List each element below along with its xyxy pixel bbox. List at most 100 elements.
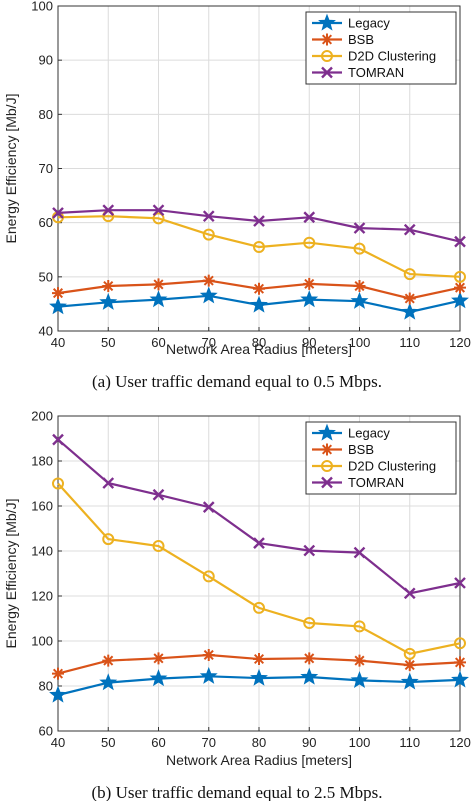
legend-marker <box>321 66 333 79</box>
data-point <box>250 295 268 313</box>
y-tick-label: 100 <box>31 0 53 14</box>
x-tick-label: 80 <box>252 735 266 750</box>
data-point <box>52 433 64 446</box>
y-tick-label: 100 <box>31 634 53 649</box>
data-point <box>403 587 416 600</box>
data-point <box>253 601 265 614</box>
series-line <box>57 215 461 278</box>
chart-2: 40 50 60 70 80 90 100 110 120 60 80 100 120 140 160 180… <box>3 409 471 801</box>
data-point <box>253 653 265 665</box>
series-bsb <box>52 274 466 305</box>
y-tick-label: 160 <box>31 499 53 514</box>
data-point <box>199 666 218 684</box>
data-point <box>149 669 168 687</box>
y-tick-label: 50 <box>39 269 53 284</box>
data-point <box>350 670 369 688</box>
data-point <box>52 477 64 490</box>
data-point <box>454 281 466 294</box>
legend-label: Legacy <box>348 16 390 31</box>
data-point <box>202 570 215 583</box>
legend-marker <box>318 13 336 31</box>
data-point <box>403 647 416 660</box>
data-point <box>403 292 416 305</box>
data-point <box>303 211 316 224</box>
legend-label: TOMRAN <box>348 475 404 490</box>
data-point <box>149 290 168 308</box>
y-tick-label: 40 <box>39 324 53 339</box>
y-tick-label: 60 <box>39 215 53 230</box>
y-tick-label: 180 <box>31 454 53 469</box>
y-tick-label: 70 <box>39 161 53 176</box>
data-point <box>202 501 215 513</box>
x-tick-label: 60 <box>151 335 165 350</box>
data-point <box>152 540 165 553</box>
x-tick-label: 70 <box>202 735 216 750</box>
data-point <box>353 654 366 667</box>
x-axis-label: Network Area Radius [meters] <box>166 341 352 357</box>
y-axis-label: Energy Efficiency [Mb/J] <box>3 94 19 244</box>
data-point <box>403 223 416 236</box>
data-point <box>300 667 319 685</box>
legend-label: TOMRAN <box>348 65 404 80</box>
data-point <box>303 236 316 249</box>
data-point <box>350 291 369 309</box>
data-point <box>451 670 469 688</box>
figure-caption: (b) User traffic demand equal to 2.5 Mbp… <box>92 783 383 801</box>
data-point <box>300 290 319 308</box>
x-tick-label: 40 <box>51 735 65 750</box>
data-point <box>253 537 265 549</box>
data-point <box>253 282 265 295</box>
legend-marker <box>321 476 333 489</box>
x-tick-label: 100 <box>349 335 371 350</box>
data-point <box>102 477 115 489</box>
x-tick-label: 50 <box>101 735 115 750</box>
y-tick-label: 140 <box>31 544 53 559</box>
x-tick-label: 100 <box>349 735 371 750</box>
data-point <box>202 648 215 661</box>
legend-marker <box>321 443 333 456</box>
x-tick-label: 110 <box>399 735 420 750</box>
x-tick-label: 70 <box>202 335 216 350</box>
x-tick-label: 40 <box>51 335 65 350</box>
y-tick-label: 60 <box>39 724 53 739</box>
data-point <box>303 652 316 665</box>
data-point <box>152 278 165 291</box>
data-point <box>454 235 466 248</box>
data-point <box>199 286 218 304</box>
y-tick-label: 80 <box>39 107 53 122</box>
data-point <box>152 204 165 217</box>
y-tick-label: 80 <box>39 679 53 694</box>
series-tomran <box>52 204 466 248</box>
data-point <box>52 207 64 219</box>
legend-label: D2D Clustering <box>348 459 436 474</box>
data-point <box>403 268 416 281</box>
series-d2d-clustering <box>52 477 466 660</box>
data-point <box>451 291 469 309</box>
y-tick-label: 90 <box>39 53 53 68</box>
x-tick-label: 50 <box>101 335 115 350</box>
data-point <box>99 292 118 310</box>
data-point <box>303 617 316 629</box>
data-point <box>202 228 215 241</box>
x-axis-label: Network Area Radius [meters] <box>166 752 352 768</box>
data-point <box>353 546 366 559</box>
data-point <box>102 654 115 667</box>
legend-marker <box>321 460 333 472</box>
data-point <box>102 280 115 293</box>
x-tick-label: 80 <box>252 335 266 350</box>
chart-1: 40 50 60 70 80 90 100 110 120405060708090100Netw… <box>3 0 471 391</box>
data-point <box>454 270 466 283</box>
legend-label: Legacy <box>348 426 390 441</box>
data-point <box>52 287 64 300</box>
series-legacy <box>49 666 469 703</box>
data-point <box>303 544 316 557</box>
data-point <box>353 222 366 234</box>
data-point <box>400 672 419 690</box>
y-tick-label: 200 <box>31 409 53 424</box>
data-point <box>152 488 165 501</box>
series-line <box>57 482 461 655</box>
data-point <box>253 241 265 254</box>
data-point <box>102 204 115 217</box>
